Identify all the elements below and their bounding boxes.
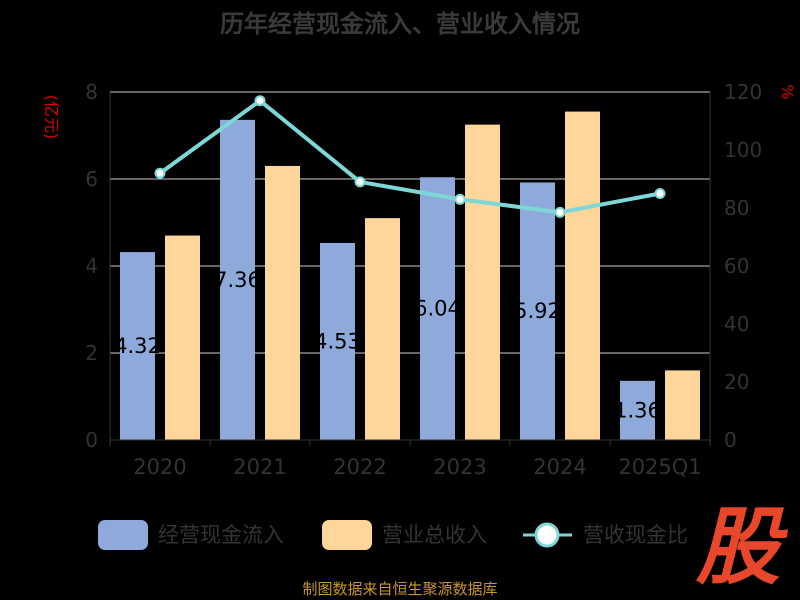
bar-cash-inflow	[220, 119, 255, 440]
line-ratio	[158, 98, 661, 215]
y-right-tick-label: 60	[724, 254, 749, 278]
x-tick-label: 2020	[133, 455, 186, 479]
y-left-tick-label: 2	[85, 341, 98, 365]
bar-value-label: 7.36	[214, 268, 261, 292]
x-tick-label: 2025Q1	[618, 455, 701, 479]
line-point	[654, 188, 666, 199]
y-right-tick-label: 0	[724, 428, 737, 452]
y-right-tick-label: 100	[724, 138, 762, 162]
y-left-axis-label: (亿元)	[42, 95, 61, 140]
legend: 经营现金流入 营业总收入 营收现金比	[98, 520, 688, 550]
bar-revenue	[665, 370, 700, 440]
x-tick-label: 2024	[533, 455, 586, 479]
y-right-tick-label: 120	[724, 80, 762, 104]
bar-cash-inflow	[320, 242, 355, 440]
line-point	[254, 95, 266, 107]
bar-value-label: 5.92	[514, 299, 561, 323]
line-point	[454, 193, 466, 205]
data-source-note: 制图数据来自恒生聚源数据库	[302, 580, 497, 598]
bar-value-label: 4.32	[114, 334, 161, 358]
x-tick-label: 2021	[233, 455, 286, 479]
y-left-tick-label: 0	[85, 428, 98, 452]
y-right-tick-label: 80	[724, 196, 749, 220]
bar-cash-inflow	[120, 252, 155, 440]
line-point	[554, 206, 566, 218]
bar-revenue	[565, 111, 600, 440]
bar-revenue	[465, 124, 500, 440]
bar-revenue	[365, 218, 400, 440]
y-left-tick-label: 6	[85, 167, 98, 191]
y-left-tick-label: 4	[85, 254, 98, 278]
bar-cash-inflow	[420, 177, 455, 440]
y-right-tick-label: 40	[724, 312, 749, 336]
chart-title: 历年经营现金流入、营业收入情况	[220, 10, 580, 38]
bar-cash-inflow	[620, 380, 655, 440]
y-right-axis-label: %	[778, 84, 797, 99]
legend-swatch-revenue	[322, 520, 372, 550]
legend-swatch-cash-inflow	[98, 520, 148, 550]
legend-label-cash-inflow: 经营现金流入	[158, 523, 284, 547]
y-right-tick-label: 20	[724, 370, 749, 394]
bar-revenue	[165, 235, 200, 440]
x-tick-label: 2023	[433, 455, 486, 479]
y-left-tick-label: 8	[85, 80, 98, 104]
line-point	[354, 176, 366, 188]
watermark-logo: 股	[695, 498, 789, 596]
legend-label-revenue: 营业总收入	[382, 523, 487, 547]
bar-value-label: 6.04	[414, 297, 461, 321]
bar-value-label: 1.36	[614, 398, 661, 422]
bar-revenue	[265, 165, 300, 440]
line-point	[154, 167, 166, 179]
legend-label-ratio: 营收现金比	[583, 523, 688, 547]
x-tick-label: 2022	[333, 455, 386, 479]
bar-value-label: 4.53	[314, 329, 361, 353]
bar-cash-inflow	[520, 182, 555, 441]
legend-marker-ratio	[534, 522, 560, 548]
